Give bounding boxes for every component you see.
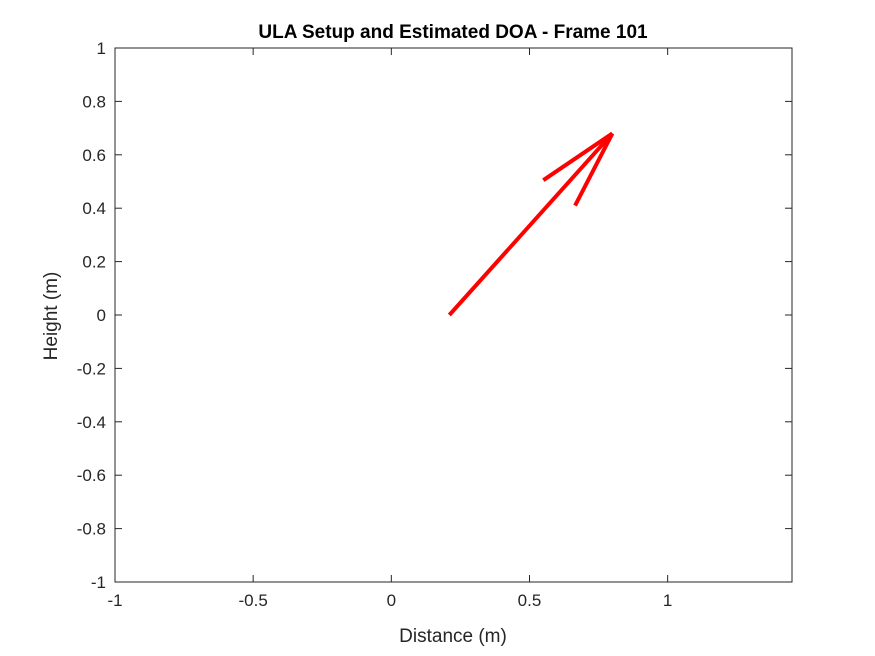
arrow-shaft xyxy=(447,132,614,317)
y-tick-label: 0.2 xyxy=(82,253,106,272)
y-tick-label: 0.6 xyxy=(82,146,106,165)
arrow-head-left xyxy=(542,131,614,182)
y-tick-label: 0.8 xyxy=(82,92,106,111)
doa-arrow xyxy=(447,131,615,317)
x-tick-label: 1 xyxy=(663,591,672,610)
x-tick-label: 0.5 xyxy=(518,591,542,610)
y-tick-label: 1 xyxy=(97,39,106,58)
x-tick-label: -1 xyxy=(107,591,122,610)
y-axis-ticks: -1 -0.8 -0.6 -0.4 -0.2 0 0.2 0.4 0.6 0.8 1 xyxy=(77,39,792,592)
y-tick-label: -1 xyxy=(91,573,106,592)
y-tick-label: -0.4 xyxy=(77,413,106,432)
x-axis-ticks: -1 -0.5 0 0.5 1 xyxy=(107,48,672,610)
plot-area xyxy=(114,47,793,583)
x-tick-label: -0.5 xyxy=(239,591,268,610)
y-tick-label: 0.4 xyxy=(82,199,106,218)
x-tick-label: 0 xyxy=(387,591,396,610)
y-axis-label: Height (m) xyxy=(41,272,62,361)
arrow-head-right xyxy=(573,132,615,207)
y-tick-label: -0.6 xyxy=(77,466,106,485)
y-tick-label: -0.8 xyxy=(77,520,106,539)
chart-title: ULA Setup and Estimated DOA - Frame 101 xyxy=(258,22,648,43)
x-axis-label: Distance (m) xyxy=(399,626,507,647)
y-tick-label: -0.2 xyxy=(77,359,106,378)
y-tick-label: 0 xyxy=(97,306,106,325)
